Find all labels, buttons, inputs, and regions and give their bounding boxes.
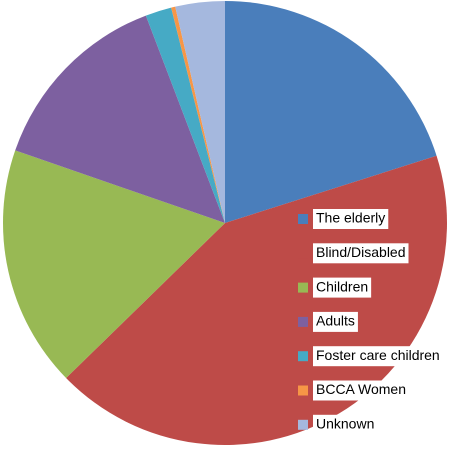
pie-slice <box>225 1 437 223</box>
legend-swatch <box>298 214 308 224</box>
pie-slice <box>15 15 225 223</box>
pie-slice <box>175 1 225 223</box>
legend-label: Children <box>316 278 368 294</box>
legend-background <box>313 414 378 435</box>
legend-swatch <box>298 282 308 293</box>
legend-label: Adults <box>316 313 355 329</box>
legend-background <box>313 209 389 229</box>
legend-label: The elderly <box>316 210 385 226</box>
legend-background <box>313 346 443 367</box>
legend-swatch <box>298 419 308 430</box>
legend-background <box>313 277 372 298</box>
legend-swatch <box>298 248 308 259</box>
legend-swatch <box>298 351 308 362</box>
legend-background <box>313 243 409 264</box>
legend-label: BCCA Women <box>316 381 406 397</box>
legend-label: Blind/Disabled <box>316 244 406 260</box>
legend-background <box>313 380 409 401</box>
pie-slice <box>145 7 225 223</box>
legend-swatch <box>298 316 308 327</box>
pie-slice <box>171 6 225 224</box>
legend-swatch <box>298 385 308 396</box>
legend-label: Foster care children <box>316 347 440 363</box>
legend-background <box>313 311 358 332</box>
pie-slice <box>2 150 226 378</box>
legend-label: Unknown <box>316 416 374 432</box>
